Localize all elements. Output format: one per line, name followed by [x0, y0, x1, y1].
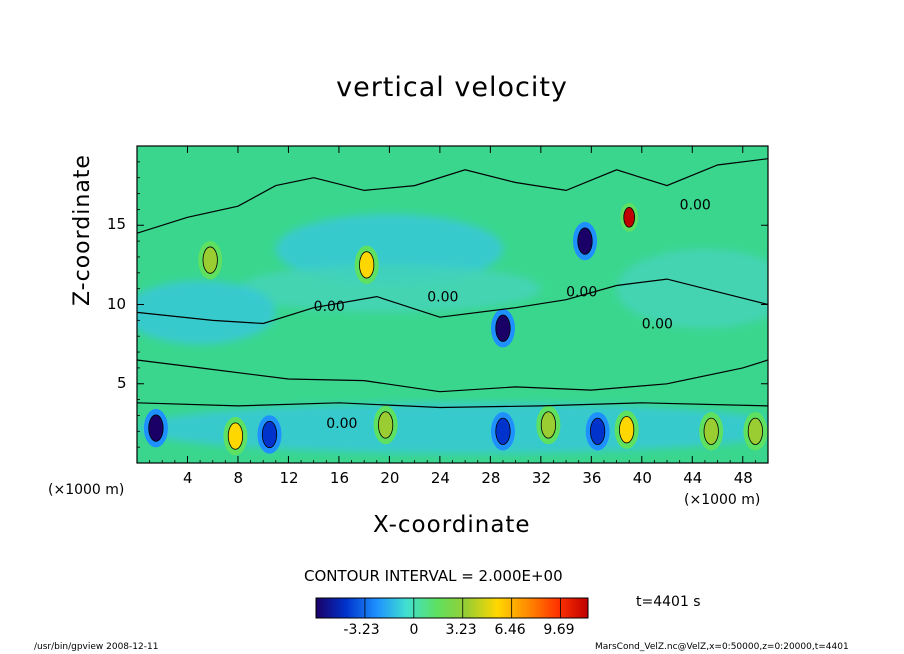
colorbar-tick-label: -3.23 — [343, 622, 380, 638]
time-label: t=4401 s — [636, 594, 701, 610]
y-tick-label: 10 — [107, 294, 127, 313]
updraft-core — [540, 411, 557, 439]
contour-label: 0.00 — [314, 299, 345, 315]
x-tick-label: 8 — [233, 469, 243, 487]
field-blobs — [137, 214, 768, 454]
downdraft-core — [590, 417, 606, 445]
y-tick-label: 5 — [117, 373, 127, 392]
field-band — [275, 214, 503, 284]
colorbar — [315, 597, 589, 619]
x-tick-label: 32 — [531, 469, 551, 487]
axis-ticks — [137, 146, 769, 463]
contour-lines: 0.00 0.00 0.00 0.00 0.00 0.00 — [137, 158, 768, 432]
x-axis-label: X-coordinate — [373, 512, 531, 538]
colorbar-tick-label: 3.23 — [445, 622, 477, 638]
colorbar-tick-label: 0 — [409, 622, 419, 638]
field-band — [237, 264, 541, 313]
updraft-core — [359, 251, 375, 279]
updraft-core — [202, 246, 218, 274]
contour-zero-line — [137, 158, 768, 234]
heatmap-field — [137, 146, 768, 463]
x-tick-label: 4 — [182, 469, 193, 487]
x-tick-label: 36 — [582, 469, 602, 487]
y-axis-unit: (×1000 m) — [48, 482, 125, 498]
x-tick-label: 44 — [683, 469, 703, 487]
x-tick-label: 20 — [380, 469, 400, 487]
footer-command: /usr/bin/gpview 2008-12-11 — [34, 642, 159, 652]
downdraft-core — [495, 314, 511, 342]
contour-zero-line — [137, 278, 768, 325]
field-band — [137, 280, 276, 345]
field-band — [137, 402, 768, 454]
x-tick-label: 24 — [430, 469, 450, 487]
downdraft-core — [577, 227, 593, 255]
x-tick-label: 16 — [329, 469, 349, 487]
x-tick-label: 48 — [733, 469, 753, 487]
chart-title: vertical velocity — [336, 72, 568, 103]
updraft-core — [703, 417, 719, 445]
x-tick-label: 12 — [279, 469, 299, 487]
field-band — [616, 249, 768, 329]
updraft-core — [623, 207, 635, 228]
colorbar-tick-label: 6.46 — [494, 622, 526, 638]
x-tick-label: 40 — [632, 469, 652, 487]
colorbar-tick-label: 9.69 — [543, 622, 575, 638]
contour-label: 0.00 — [566, 285, 597, 301]
contour-interval-label: CONTOUR INTERVAL = 2.000E+00 — [304, 567, 563, 585]
contour-zero-line — [137, 359, 768, 393]
updraft-core — [619, 416, 635, 444]
footer-source: MarsCond_VelZ.nc@VelZ,x=0:50000,z=0:2000… — [595, 642, 849, 652]
contour-label: 0.00 — [642, 316, 673, 332]
contour-label: 0.00 — [680, 197, 711, 213]
updraft-core — [747, 417, 763, 445]
x-axis-unit: (×1000 m) — [684, 492, 761, 508]
downdraft-core — [261, 420, 278, 449]
contour-label: 0.00 — [427, 289, 458, 305]
downdraft-core — [495, 417, 511, 445]
y-tick-label: 15 — [107, 215, 127, 234]
contour-zero-line — [137, 402, 768, 409]
updraft-core — [378, 411, 394, 439]
contour-label: 0.00 — [326, 416, 357, 432]
x-tick-label: 28 — [481, 469, 501, 487]
colorbar-bar — [315, 597, 589, 619]
updraft-core — [227, 422, 244, 450]
downdraft-core — [148, 414, 164, 442]
